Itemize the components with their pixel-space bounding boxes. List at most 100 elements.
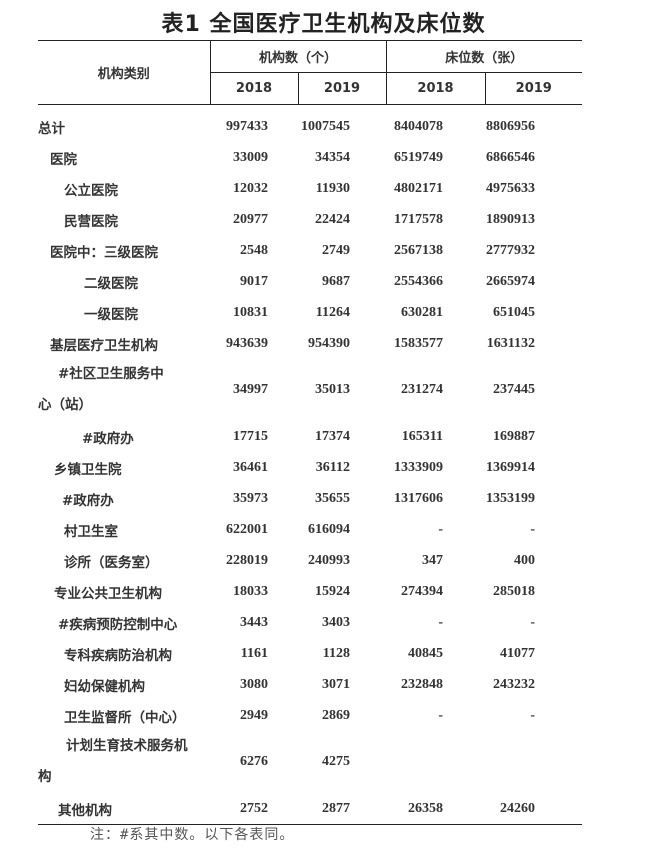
value-cell: 3071	[322, 676, 351, 692]
row-label: 诊所（医务室）	[64, 554, 159, 571]
value-cell: 1317606	[394, 490, 444, 506]
row-label: #社区卫生服务中心（站）	[38, 366, 164, 413]
value-cell: 24260	[485, 793, 583, 825]
value-cell: 2749	[322, 242, 351, 258]
row-label-cell: #疾病预防控制中心	[38, 607, 210, 638]
row-label-cell: 医院	[38, 142, 210, 173]
row-label: 二级医院	[84, 275, 138, 292]
value-cell: 8404078	[394, 118, 444, 134]
row-label-cell: 专业公共卫生机构	[38, 576, 210, 607]
header-category: 机构类别	[38, 40, 210, 105]
value-cell: 12032	[233, 180, 268, 196]
value-cell: 4975633	[486, 180, 536, 196]
table-row: 民营医院 20977 22424 1717578 1890913	[38, 204, 582, 235]
value-cell: 17374	[315, 428, 351, 444]
value-cell: 2548	[240, 242, 268, 258]
value-cell: 9687	[322, 273, 351, 289]
table-row: 卫生监督所（中心） 2949 2869 - -	[38, 700, 582, 731]
value-cell: 11264	[315, 304, 351, 320]
value-cell: 6519749	[394, 149, 444, 165]
value-cell	[485, 731, 582, 793]
row-label: 一级医院	[84, 306, 138, 323]
value-cell: 616094	[308, 521, 351, 537]
table-row: 一级医院 10831 11264 630281 651045	[38, 297, 582, 328]
row-label: 乡镇卫生院	[54, 461, 122, 478]
value-cell: 622001	[226, 521, 268, 537]
value-cell: 997433	[226, 118, 268, 134]
row-label-cell: 总计	[38, 105, 210, 143]
value-cell: 231274	[401, 382, 444, 397]
row-label: #政府办	[82, 430, 134, 447]
value-cell: 2567138	[394, 242, 444, 258]
table-row: 专科疾病防治机构 1161 1128 40845 41077	[38, 638, 582, 669]
value-cell: 651045	[493, 304, 536, 320]
row-label-cell: 二级医院	[38, 266, 210, 297]
table-row: #疾病预防控制中心 3443 3403 - -	[38, 607, 582, 638]
row-label: 妇幼保健机构	[64, 678, 145, 695]
value-cell: 943639	[226, 335, 268, 351]
table-row: #社区卫生服务中心（站） 34997 35013 231274 237445	[38, 359, 582, 421]
row-label: 基层医疗卫生机构	[50, 337, 158, 354]
table-row: 二级医院 9017 9687 2554366 2665974	[38, 266, 582, 297]
value-cell: 2869	[322, 707, 351, 723]
row-label-cell: #政府办	[38, 483, 210, 514]
value-cell: 22424	[315, 211, 351, 227]
table-row: 总计 997433 1007545 8404078 8806956	[38, 105, 582, 143]
table-row: 医院 33009 34354 6519749 6866546	[38, 142, 582, 173]
value-cell: -	[530, 707, 536, 723]
table-row: 公立医院 12032 11930 4802171 4975633	[38, 173, 582, 204]
row-label-cell: 民营医院	[38, 204, 210, 235]
row-label-cell: #政府办	[38, 421, 210, 452]
value-cell: 40845	[408, 645, 444, 661]
row-label-cell: 乡镇卫生院	[38, 452, 210, 483]
row-label: 总计	[38, 120, 65, 137]
value-cell: 35973	[233, 490, 268, 506]
table-row: 乡镇卫生院 36461 36112 1333909 1369914	[38, 452, 582, 483]
value-cell: 240993	[308, 552, 351, 568]
table-row: #政府办 35973 35655 1317606 1353199	[38, 483, 582, 514]
table-row: 妇幼保健机构 3080 3071 232848 243232	[38, 669, 582, 700]
value-cell: 36112	[315, 459, 351, 475]
row-label-cell: 诊所（医务室）	[38, 545, 210, 576]
value-cell: 35013	[315, 382, 351, 397]
row-label-cell: 专科疾病防治机构	[38, 638, 210, 669]
value-cell: 630281	[401, 304, 444, 320]
value-cell: 2554366	[394, 273, 444, 289]
header-year: 2019	[297, 72, 387, 105]
header-year: 2018	[385, 72, 486, 105]
value-cell: -	[438, 707, 444, 723]
value-cell: 8806956	[486, 118, 536, 134]
row-label: #政府办	[62, 492, 114, 509]
value-cell: 18033	[233, 583, 268, 599]
table-title: 表1 全国医疗卫生机构及床位数	[161, 12, 486, 37]
value-cell: 1161	[240, 645, 268, 661]
value-cell: 41077	[500, 645, 536, 661]
row-label-cell: 计划生育技术服务机构	[38, 731, 210, 793]
value-cell: 1007545	[301, 118, 351, 134]
table-row: #政府办 17715 17374 165311 169887	[38, 421, 582, 452]
value-cell: 3080	[240, 676, 268, 692]
row-label: 卫生监督所（中心）	[64, 709, 186, 726]
row-label-cell: 其他机构	[38, 793, 210, 825]
value-cell: 3443	[240, 614, 268, 630]
table-row: 诊所（医务室） 228019 240993 347 400	[38, 545, 582, 576]
value-cell: 4275	[322, 754, 351, 769]
table-row: 基层医疗卫生机构 943639 954390 1583577 1631132	[38, 328, 582, 359]
row-label: 专科疾病防治机构	[64, 647, 172, 664]
value-cell: 1369914	[486, 459, 536, 475]
value-cell: 954390	[308, 335, 351, 351]
header-year: 2019	[484, 72, 583, 105]
footnote: 注：#系其中数。以下各表同。	[90, 827, 295, 843]
value-cell: 1631132	[486, 335, 536, 351]
value-cell: 232848	[401, 676, 444, 692]
row-label-cell: 公立医院	[38, 173, 210, 204]
header-year: 2018	[209, 72, 298, 105]
value-cell: 1333909	[394, 459, 444, 475]
row-label-cell: 妇幼保健机构	[38, 669, 210, 700]
header-years-row: 2018 2019 2018 2019	[38, 72, 583, 105]
row-label: 民营医院	[64, 213, 118, 230]
value-cell: 34997	[233, 382, 268, 397]
value-cell: 9017	[240, 273, 268, 289]
row-label-cell: #社区卫生服务中心（站）	[38, 359, 210, 421]
value-cell: 34354	[315, 149, 351, 165]
